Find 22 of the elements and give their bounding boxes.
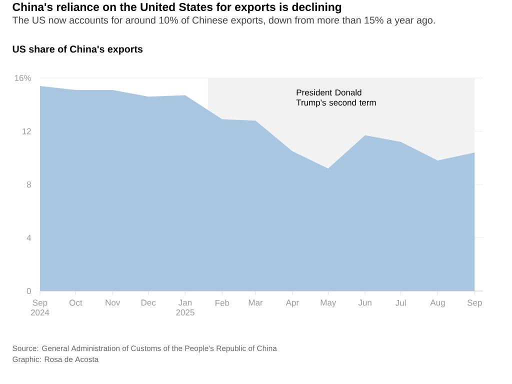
y-tick-label: 0 — [26, 288, 31, 294]
x-tick-label: Oct — [69, 300, 82, 306]
x-tick-label: Dec — [141, 300, 156, 306]
x-tick-label: Mar — [248, 300, 263, 306]
y-axis-title: US share of China's exports — [12, 45, 143, 55]
x-tick-label: Jan 2025 — [176, 300, 194, 316]
x-tick-label: Aug — [430, 300, 445, 308]
y-tick-label: 16% — [14, 74, 31, 82]
chart-title: China's reliance on the United States for exports is declining — [12, 2, 342, 14]
chart-subtitle: The US now accounts for around 10% of Chinese exports, down from more than 15% a year ago. — [12, 16, 435, 26]
band-label: President Donald Trump's second term — [296, 89, 376, 108]
x-tick-label: May — [320, 300, 336, 308]
y-tick-label: 12 — [22, 128, 31, 134]
x-tick-label: Apr — [286, 300, 299, 308]
x-tick-label: Sep — [467, 300, 482, 308]
x-tick-label: Jul — [396, 300, 406, 306]
y-tick-label: 4 — [26, 234, 32, 241]
x-tick-label: Feb — [216, 300, 230, 306]
y-tick-label: 8 — [26, 181, 31, 188]
x-tick-label: Jun — [358, 300, 372, 306]
x-tick-label: Sep 2024 — [30, 300, 50, 316]
x-tick-label: Nov — [106, 300, 120, 306]
